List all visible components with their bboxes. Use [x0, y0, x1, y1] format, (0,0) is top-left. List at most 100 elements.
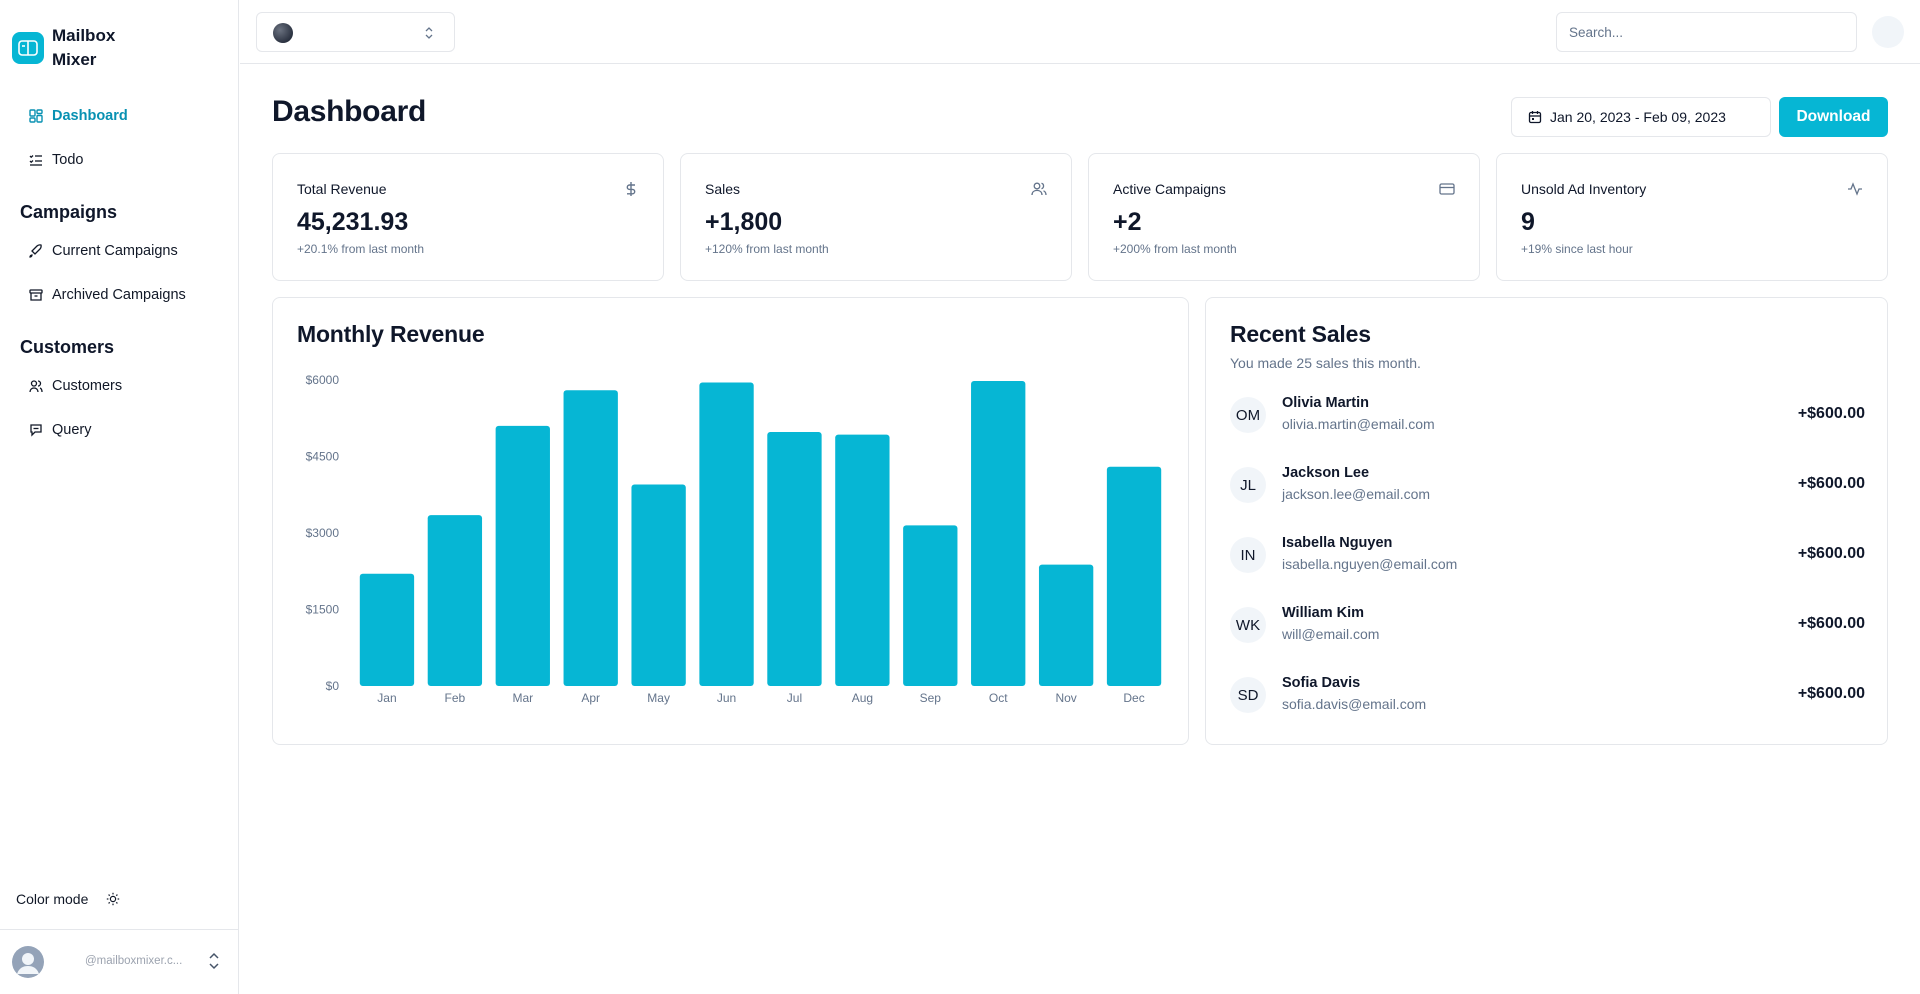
list-item[interactable]: IN Isabella Nguyen isabella.nguyen@email…	[1230, 535, 1865, 579]
stat-card-active-campaigns: Active Campaigns +2 +200% from last mont…	[1088, 153, 1480, 281]
user-avatar	[12, 946, 44, 978]
stat-title: Unsold Ad Inventory	[1521, 181, 1647, 197]
stat-change: +19% since last hour	[1521, 242, 1633, 256]
avatar: IN	[1230, 537, 1266, 573]
sale-amount: +$600.00	[1797, 475, 1865, 492]
monthly-revenue-chart: $0 $1500 $3000 $4500 $6000 Jan Feb Mar Apr May Jun…	[306, 373, 1162, 705]
sun-icon[interactable]	[106, 892, 120, 906]
chevron-up-down-icon	[424, 25, 434, 46]
bar-aug[interactable]	[835, 434, 890, 686]
campaigns-heading: Campaigns	[20, 202, 118, 222]
sale-amount: +$600.00	[1797, 405, 1865, 422]
sale-name: Sofia Davis	[1282, 675, 1361, 691]
brand-name: Mailbox Mixer	[52, 26, 116, 69]
sale-email: sofia.davis@email.com	[1282, 696, 1427, 712]
monthly-revenue-card: Monthly Revenue $0 $1500 $3000 $4500 $6000 Ja…	[272, 297, 1189, 745]
x-tick-label: Nov	[1055, 691, 1076, 705]
bar-sep[interactable]	[903, 525, 958, 686]
x-tick-label: Aug	[852, 691, 873, 705]
stat-value: 45,231.93	[297, 208, 409, 236]
sidebar-item-todo[interactable]: Todo	[29, 150, 83, 170]
stat-value: +1,800	[705, 208, 783, 236]
bar-oct[interactable]	[971, 381, 1026, 686]
credit-card-icon	[1439, 181, 1455, 197]
bar-jan[interactable]	[359, 573, 415, 686]
sale-email: jackson.lee@email.com	[1282, 486, 1431, 502]
y-tick-label: $4500	[306, 450, 340, 464]
sidebar-item-customers[interactable]: Customers	[29, 376, 122, 396]
avatar[interactable]	[1872, 16, 1904, 48]
sidebar-item-label: Current Campaigns	[52, 243, 178, 259]
list-item[interactable]: JL Jackson Lee jackson.lee@email.com +$6…	[1230, 465, 1865, 509]
user-menu[interactable]: @mailboxmixer.c...	[0, 929, 239, 994]
sale-email: will@email.com	[1282, 626, 1380, 642]
x-tick-label: Oct	[989, 691, 1008, 705]
users-icon	[1031, 181, 1047, 197]
sale-amount: +$600.00	[1797, 545, 1865, 562]
activity-icon	[1847, 181, 1863, 197]
sale-name: Isabella Nguyen	[1282, 535, 1393, 551]
brand[interactable]: Mailbox Mixer	[12, 24, 132, 72]
x-tick-label: Sep	[920, 691, 942, 705]
sale-amount: +$600.00	[1797, 685, 1865, 702]
sidebar-item-label: Customers	[52, 378, 123, 394]
sidebar-item-label: Dashboard	[52, 108, 128, 124]
topbar	[240, 0, 1920, 64]
stat-card-unsold-ad-inventory: Unsold Ad Inventory 9 +19% since last ho…	[1496, 153, 1888, 281]
sidebar-item-dashboard[interactable]: Dashboard	[29, 106, 128, 126]
bar-mar[interactable]	[495, 425, 550, 686]
bar-dec[interactable]	[1106, 466, 1162, 686]
sale-name: William Kim	[1282, 605, 1365, 621]
stat-title: Total Revenue	[297, 181, 387, 197]
sidebar: Mailbox Mixer Dashboard Todo Campaigns C…	[0, 0, 239, 994]
recent-sales-subtitle: You made 25 sales this month.	[1230, 355, 1421, 371]
sidebar-item-archived-campaigns[interactable]: Archived Campaigns	[29, 285, 186, 305]
chart-title: Monthly Revenue	[297, 321, 485, 347]
recent-sales-card: Recent Sales You made 25 sales this mont…	[1205, 297, 1888, 745]
list-item[interactable]: OM Olivia Martin olivia.martin@email.com…	[1230, 395, 1865, 439]
avatar: OM	[1230, 397, 1266, 433]
calendar-icon	[1528, 110, 1542, 124]
team-avatar	[273, 23, 293, 43]
sidebar-item-label: Archived Campaigns	[52, 287, 186, 303]
color-mode-toggle[interactable]: Color mode	[16, 891, 120, 907]
message-query-icon	[29, 423, 43, 437]
stat-value: 9	[1521, 208, 1535, 236]
search-input[interactable]	[1556, 12, 1857, 52]
sidebar-item-label: Todo	[52, 152, 84, 168]
y-tick-label: $0	[326, 679, 340, 693]
dollar-icon	[623, 181, 639, 197]
bar-apr[interactable]	[563, 390, 618, 686]
x-tick-label: Feb	[445, 691, 466, 705]
download-button[interactable]: Download	[1779, 97, 1888, 137]
bar-jul[interactable]	[767, 432, 822, 686]
date-range-label: Jan 20, 2023 - Feb 09, 2023	[1550, 109, 1726, 125]
avatar: SD	[1230, 677, 1266, 713]
sidebar-item-query[interactable]: Query	[29, 420, 92, 440]
sale-amount: +$600.00	[1797, 615, 1865, 632]
sale-email: isabella.nguyen@email.com	[1282, 556, 1458, 572]
stat-change: +120% from last month	[705, 242, 829, 256]
sidebar-item-label: Query	[52, 422, 92, 438]
bar-jun[interactable]	[699, 382, 754, 686]
chevron-up-down-icon[interactable]	[207, 950, 221, 977]
dashboard-icon	[29, 109, 43, 123]
stat-title: Sales	[705, 181, 741, 197]
rocket-icon	[29, 244, 43, 258]
y-tick-label: $1500	[306, 603, 340, 617]
users-icon	[29, 379, 43, 393]
date-range-picker[interactable]: Jan 20, 2023 - Feb 09, 2023	[1511, 97, 1771, 137]
list-todo-icon	[29, 153, 43, 167]
bar-feb[interactable]	[427, 515, 483, 686]
y-tick-label: $6000	[306, 373, 340, 387]
recent-sales-title: Recent Sales	[1230, 321, 1371, 347]
team-switcher[interactable]	[256, 12, 455, 52]
bar-may[interactable]	[631, 484, 686, 686]
list-item[interactable]: SD Sofia Davis sofia.davis@email.com +$6…	[1230, 675, 1865, 719]
bar-nov[interactable]	[1038, 564, 1094, 686]
stat-title: Active Campaigns	[1113, 181, 1226, 197]
list-item[interactable]: WK William Kim will@email.com +$600.00	[1230, 605, 1865, 649]
x-tick-label: Jul	[787, 691, 802, 705]
avatar: WK	[1230, 607, 1266, 643]
sidebar-item-current-campaigns[interactable]: Current Campaigns	[29, 241, 178, 261]
